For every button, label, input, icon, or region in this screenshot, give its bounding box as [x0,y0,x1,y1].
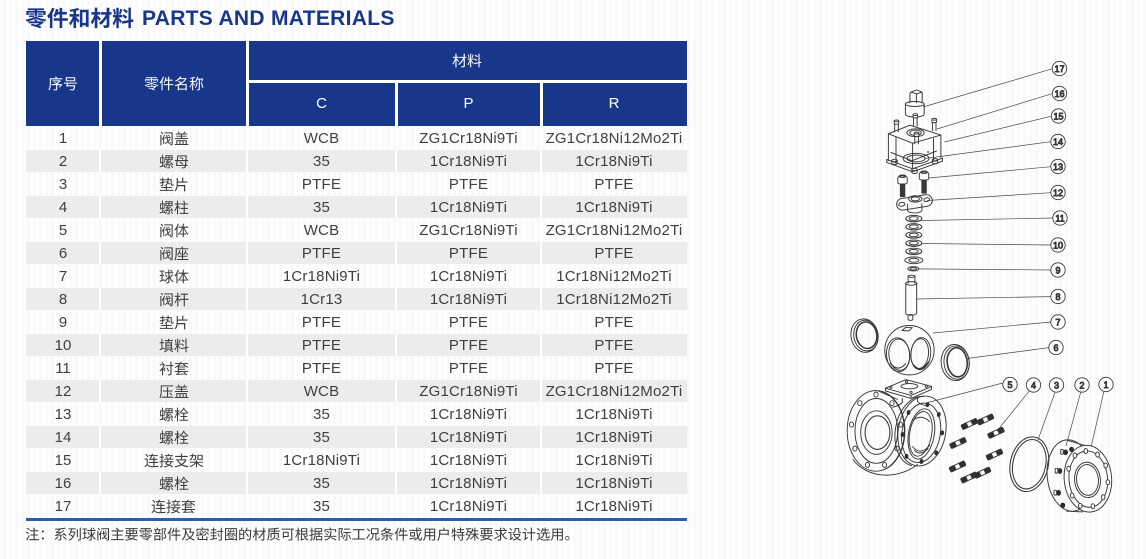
svg-text:3: 3 [1054,380,1059,390]
svg-text:6: 6 [1053,343,1058,353]
svg-text:10: 10 [1053,240,1063,250]
svg-text:16: 16 [1054,89,1064,99]
svg-text:14: 14 [1053,137,1063,147]
svg-text:11: 11 [1055,213,1064,223]
svg-text:5: 5 [1007,380,1012,390]
svg-text:1: 1 [1103,380,1108,390]
svg-text:13: 13 [1053,162,1063,172]
svg-text:4: 4 [1031,380,1036,390]
svg-text:15: 15 [1053,111,1063,121]
svg-text:8: 8 [1055,292,1060,302]
svg-text:12: 12 [1053,188,1063,198]
svg-text:2: 2 [1079,380,1084,390]
svg-text:17: 17 [1054,64,1064,74]
svg-text:7: 7 [1055,317,1060,327]
svg-text:9: 9 [1055,265,1060,275]
